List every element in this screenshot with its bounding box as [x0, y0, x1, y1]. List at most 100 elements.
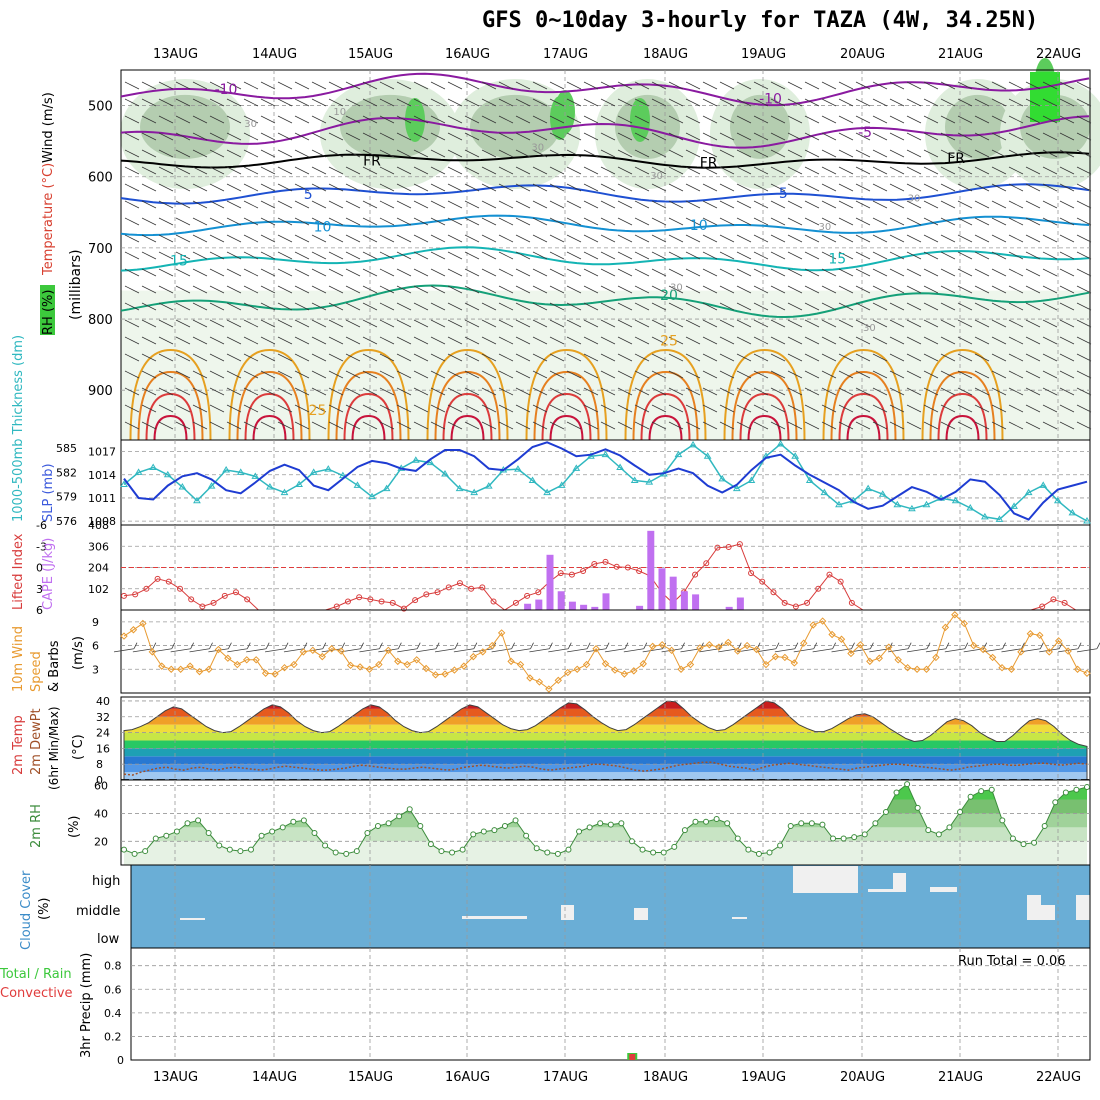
wind-barb — [838, 217, 854, 226]
rh-point — [396, 813, 403, 820]
wind-barb — [957, 132, 973, 141]
rh-point — [628, 838, 635, 845]
wind-barb — [991, 251, 1007, 260]
y-tick-label-right: 1008 — [88, 515, 116, 528]
wind-barb — [209, 404, 225, 413]
wind-barb — [838, 115, 854, 124]
wind-barb — [141, 421, 157, 430]
wind-barb — [1008, 217, 1024, 226]
wind-barb — [396, 285, 412, 294]
wind-barb — [991, 115, 1007, 124]
cape-bar — [725, 606, 733, 610]
wind-barb — [124, 370, 140, 379]
wind-barb — [328, 268, 344, 277]
wind-barb — [634, 319, 650, 328]
wind-barb — [226, 217, 242, 226]
li-point — [512, 599, 519, 606]
wind-barb — [379, 98, 395, 107]
wind-barb — [719, 251, 735, 260]
isotherm — [120, 284, 1090, 319]
wind-barb — [141, 183, 157, 192]
wind-barb — [549, 200, 565, 209]
cloud-clear — [868, 889, 893, 892]
wind-speed-point — [469, 652, 478, 661]
wind-barb — [940, 166, 956, 175]
wind-barb — [532, 404, 548, 413]
wind-barb — [515, 370, 531, 379]
wind-barb — [651, 387, 667, 396]
wind-barb — [447, 285, 463, 294]
wind-barb — [1042, 387, 1058, 396]
wind-barb — [362, 149, 378, 158]
wind-speed-point — [1083, 669, 1091, 677]
wind-barb — [345, 285, 361, 294]
wind-barb — [243, 268, 259, 277]
thickness-point — [207, 482, 216, 489]
wind-barb — [379, 370, 395, 379]
date-label-bottom: 14AUG — [252, 1070, 297, 1085]
cloud-clear — [732, 917, 747, 919]
wind-barb — [175, 251, 191, 260]
wind-barb — [736, 98, 752, 107]
wind-barb — [804, 81, 820, 90]
wind-barb — [957, 217, 973, 226]
wind-barb — [940, 81, 956, 90]
y-axis-label: & Barbs — [47, 640, 62, 692]
wind-barb — [991, 217, 1007, 226]
wind-barb — [1025, 319, 1041, 328]
wind-speed-point — [120, 632, 128, 640]
wind-barb — [1076, 404, 1092, 413]
wind-barb — [1025, 115, 1041, 124]
y-tick-label: 6 — [92, 640, 99, 653]
wind-barb — [430, 251, 446, 260]
wind-barb — [1042, 319, 1058, 328]
wind-barb — [175, 302, 191, 311]
rh-point — [755, 850, 762, 857]
wind-barb — [668, 217, 684, 226]
wind-barb — [651, 302, 667, 311]
wind-barb — [1059, 98, 1075, 107]
li-point — [412, 597, 419, 604]
li-point — [176, 585, 183, 592]
wind-barb — [362, 336, 378, 345]
wind-barb — [124, 421, 140, 430]
wind-barb — [583, 115, 599, 124]
wind-barb — [651, 200, 667, 209]
isotherm — [252, 414, 287, 441]
wind-barb — [1076, 166, 1092, 175]
wind-barb — [1059, 302, 1075, 311]
wind-barb — [685, 387, 701, 396]
wind-barb — [957, 251, 973, 260]
wind-barb — [345, 421, 361, 430]
wind-barb — [1059, 234, 1075, 243]
wind-barb — [787, 217, 803, 226]
wind-barb — [566, 421, 582, 430]
wind-barb — [1059, 81, 1075, 90]
wind-barb — [515, 217, 531, 226]
wind-barb — [991, 149, 1007, 158]
y-tick-label-right: 1017 — [88, 446, 116, 459]
wind-barb — [430, 166, 446, 175]
wind-barb — [498, 115, 514, 124]
wind-barb — [923, 132, 939, 141]
wind-barb — [413, 234, 429, 243]
wind-barb — [226, 251, 242, 260]
wind-barb — [379, 404, 395, 413]
wind-barb — [753, 98, 769, 107]
wind-barb — [379, 132, 395, 141]
wind-barb — [889, 183, 905, 192]
wind-barb — [617, 217, 633, 226]
cape-bar — [647, 530, 655, 610]
wind-barb — [702, 319, 718, 328]
wind-barb — [719, 370, 735, 379]
wind-barb — [226, 166, 242, 175]
wind-barb — [719, 404, 735, 413]
wind-barb — [413, 217, 429, 226]
wind-speed-point — [790, 659, 799, 667]
wind-barb — [379, 200, 395, 209]
isotherm — [929, 370, 996, 441]
temp-band — [124, 772, 1087, 780]
li-point — [703, 560, 710, 567]
wind-barb — [566, 234, 582, 243]
rh-point — [692, 818, 699, 825]
